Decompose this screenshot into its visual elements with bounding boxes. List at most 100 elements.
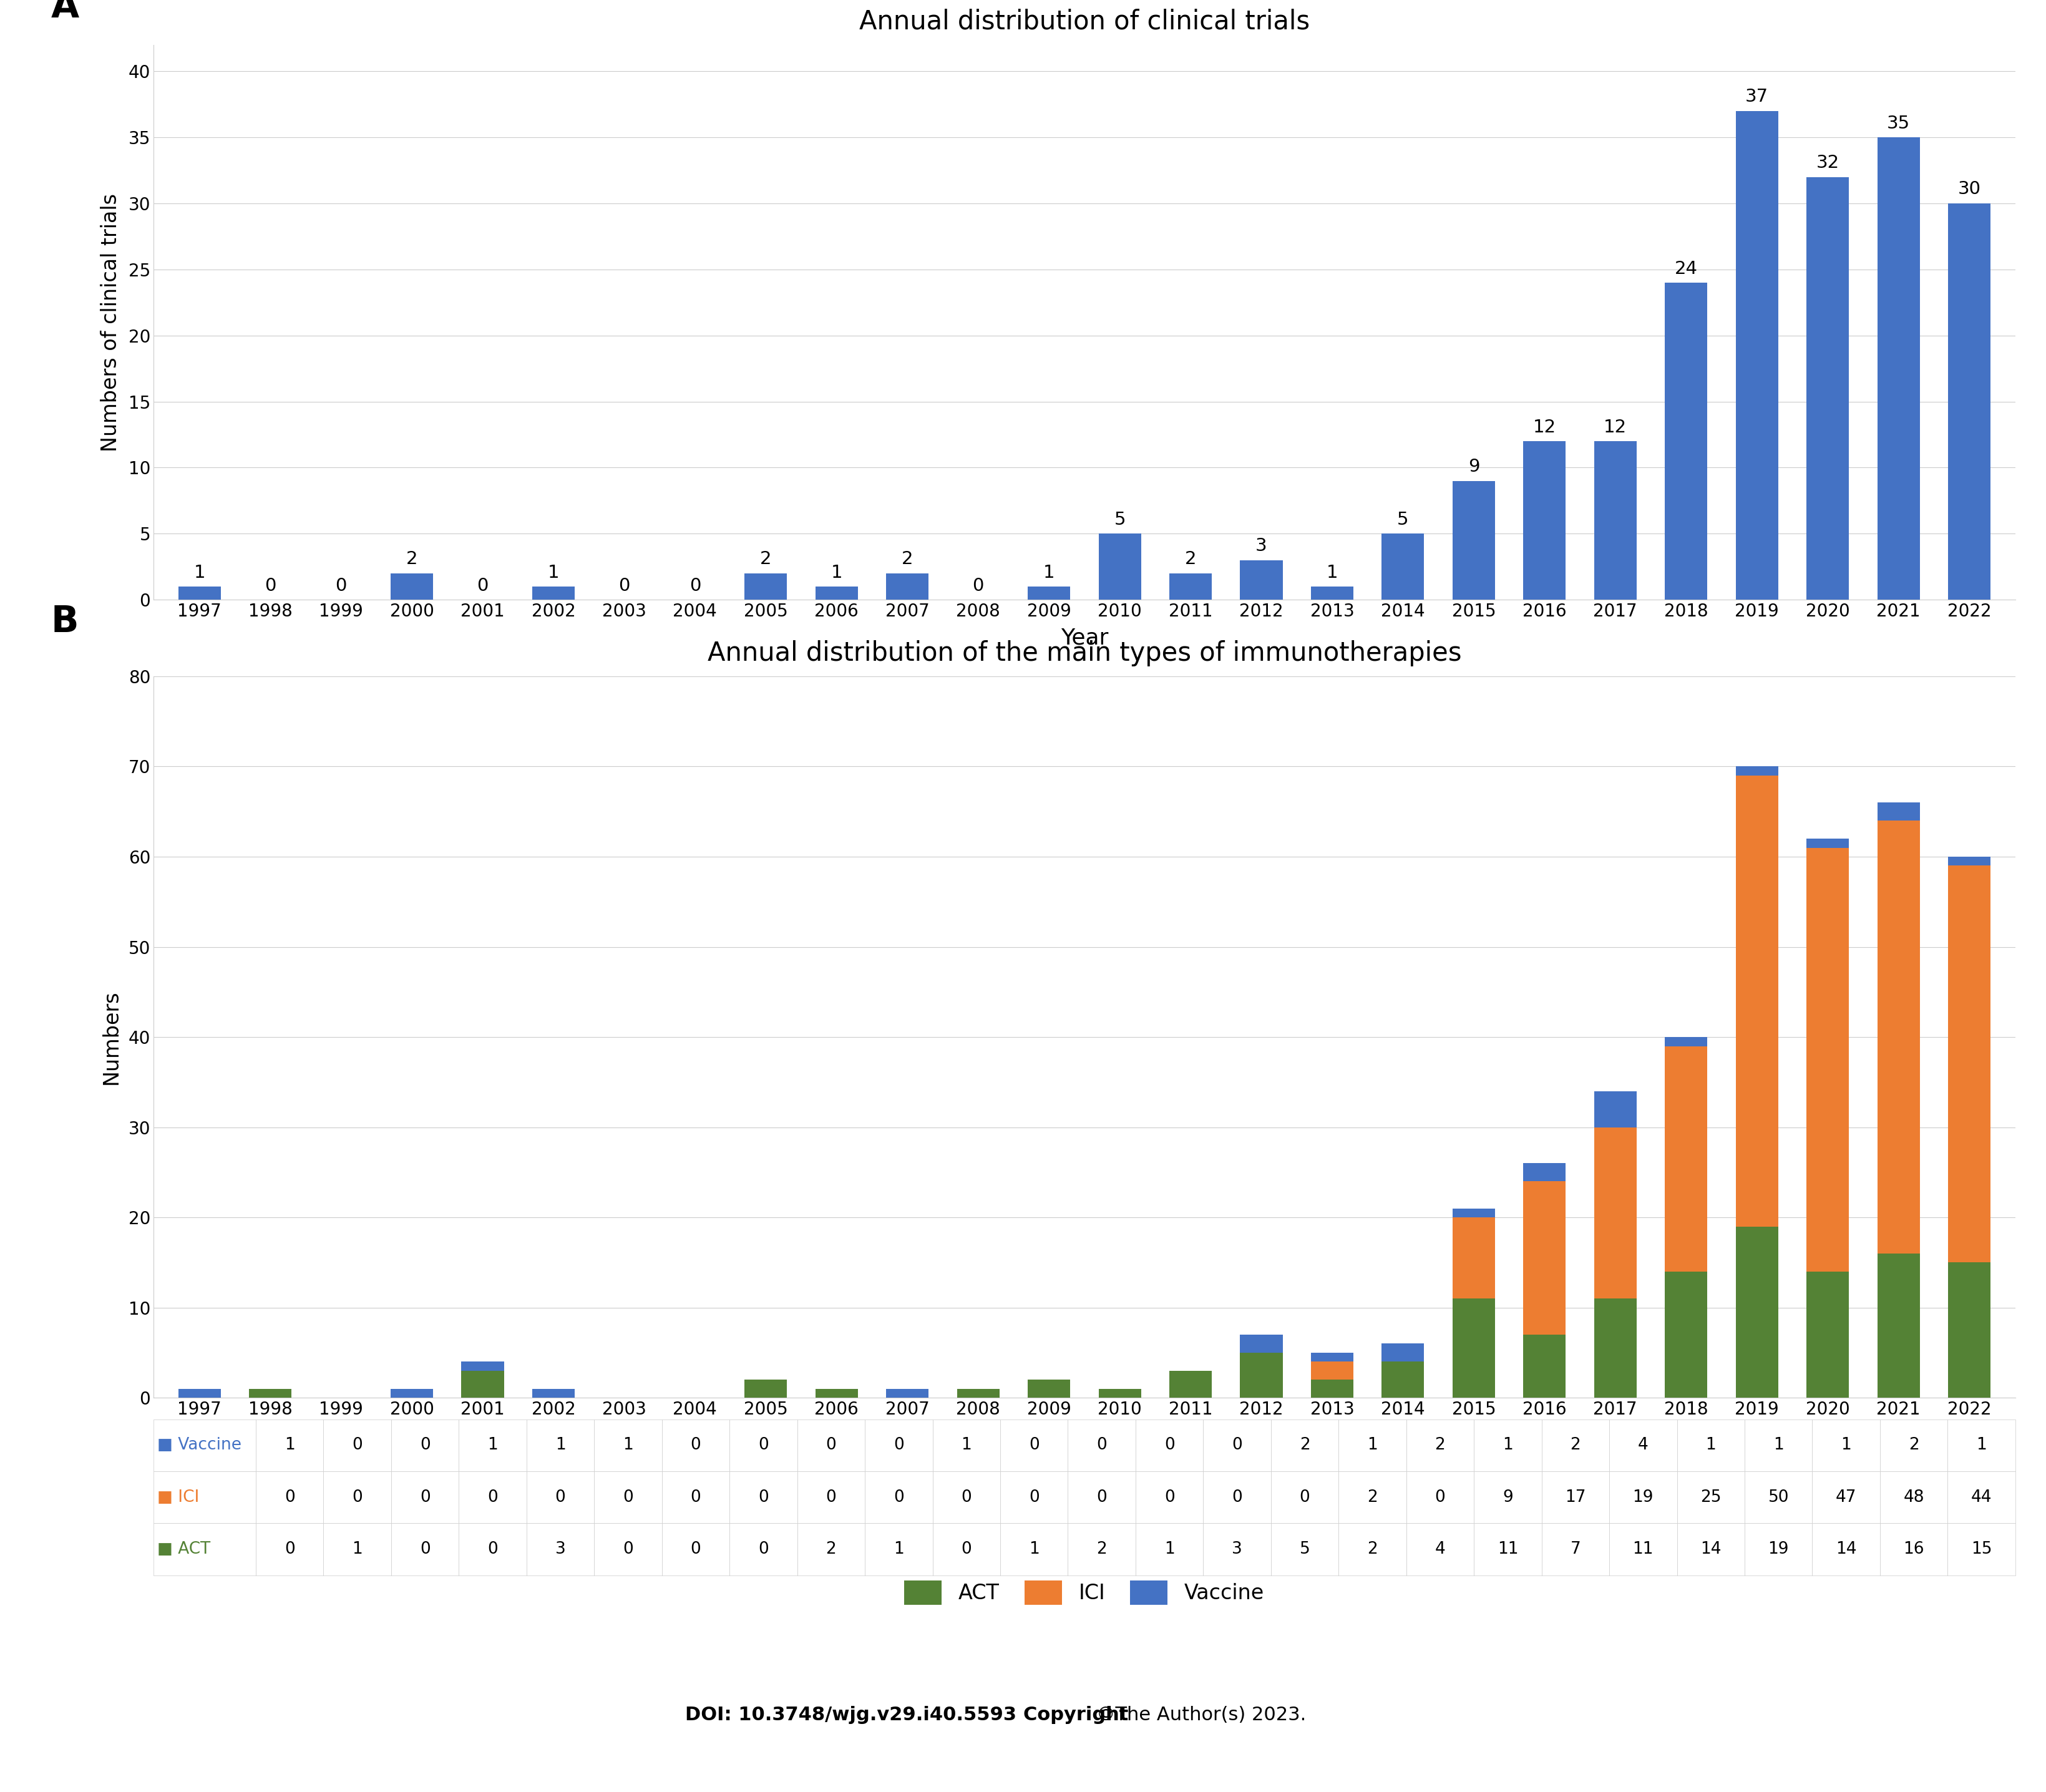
Bar [1745,1419,1813,1471]
Bar [458,1419,526,1471]
Bar [745,1380,788,1398]
Text: Copyright: Copyright [1023,1706,1136,1724]
Bar [1136,1419,1203,1471]
Text: 1: 1 [1502,1437,1512,1453]
Bar [323,1419,391,1471]
Bar [1170,1371,1211,1398]
Bar [256,1523,323,1575]
Bar [458,1523,526,1575]
Text: 1: 1 [1164,1541,1174,1557]
Text: 0: 0 [1029,1489,1039,1505]
Text: 0: 0 [759,1541,769,1557]
Text: 0: 0 [1097,1437,1107,1453]
Text: 25: 25 [1700,1489,1721,1505]
Text: 50: 50 [1768,1489,1788,1505]
Bar [958,1389,998,1398]
Text: 4: 4 [1639,1437,1649,1453]
Bar [1338,1471,1406,1523]
Text: 0: 0 [622,1541,634,1557]
Bar [1807,839,1850,848]
Bar [663,1471,730,1523]
Bar [1745,1523,1813,1575]
Text: 1: 1 [284,1437,295,1453]
Text: 3: 3 [554,1541,565,1557]
Bar [1541,1471,1610,1523]
Text: 2: 2 [902,550,913,568]
Bar [1594,1091,1637,1127]
Text: 0: 0 [1164,1437,1174,1453]
Bar [1735,1226,1778,1398]
Bar [178,586,221,600]
Text: 32: 32 [1817,154,1839,172]
Text: 0: 0 [759,1489,769,1505]
Bar [1068,1471,1136,1523]
Bar [1338,1419,1406,1471]
Bar [1000,1523,1068,1575]
Text: 1: 1 [1976,1437,1987,1453]
Bar [1473,1419,1541,1471]
Text: 2: 2 [1569,1437,1582,1453]
Bar [1807,177,1850,600]
Title: Annual distribution of the main types of immunotherapies: Annual distribution of the main types of… [708,640,1461,667]
Bar [816,1389,857,1398]
Text: 3: 3 [1256,538,1266,556]
Text: 11: 11 [1633,1541,1653,1557]
Text: 37: 37 [1745,88,1768,106]
Bar [1878,821,1919,1253]
Text: ©The Author(s) 2023.: ©The Author(s) 2023. [1023,1706,1305,1724]
Bar [1665,1272,1706,1398]
Text: 0: 0 [1299,1489,1309,1505]
Bar [1311,586,1352,600]
Text: 2: 2 [1097,1541,1107,1557]
Bar [1524,1181,1565,1335]
Text: 1: 1 [894,1541,904,1557]
Text: 1: 1 [1043,564,1056,581]
Bar [1406,1471,1473,1523]
Bar [1240,561,1283,600]
Bar [1136,1471,1203,1523]
Bar [1665,1038,1706,1047]
Text: 2: 2 [759,550,771,568]
Bar [391,1389,434,1398]
Bar [1271,1523,1338,1575]
Text: 12: 12 [1604,419,1627,435]
Bar [1678,1523,1745,1575]
Bar [593,1471,663,1523]
Text: 0: 0 [962,1489,972,1505]
Bar [865,1471,933,1523]
Bar [1271,1419,1338,1471]
Text: 5: 5 [1397,511,1410,529]
Text: 0: 0 [487,1541,497,1557]
Bar [1099,534,1142,600]
Text: 0: 0 [419,1541,430,1557]
Bar [1665,1047,1706,1272]
Bar [1807,1272,1850,1398]
Bar [1453,1208,1496,1217]
Text: 0: 0 [894,1437,904,1453]
Bar [256,1419,323,1471]
Text: 1: 1 [1774,1437,1784,1453]
Text: 0: 0 [477,577,489,595]
Bar [730,1471,798,1523]
Bar [1948,1419,2015,1471]
Text: DOI: 10.3748/wjg.v29.i40.5593: DOI: 10.3748/wjg.v29.i40.5593 [685,1706,1023,1724]
Text: 2: 2 [1299,1437,1309,1453]
Text: 0: 0 [419,1489,430,1505]
Bar [1665,283,1706,600]
Text: 0: 0 [336,577,346,595]
Text: 1: 1 [554,1437,565,1453]
Bar [1807,848,1850,1272]
Bar [1610,1471,1678,1523]
Text: 1: 1 [1326,564,1338,581]
Bar [1524,441,1565,600]
Bar [526,1523,593,1575]
Bar [1880,1419,1948,1471]
Bar [1338,1523,1406,1575]
X-axis label: Year: Year [1060,627,1109,649]
Bar [1878,1253,1919,1398]
Y-axis label: Numbers: Numbers [100,989,121,1084]
Bar [1311,1362,1352,1380]
Bar [1878,803,1919,821]
Bar [1541,1419,1610,1471]
Text: 0: 0 [1434,1489,1444,1505]
